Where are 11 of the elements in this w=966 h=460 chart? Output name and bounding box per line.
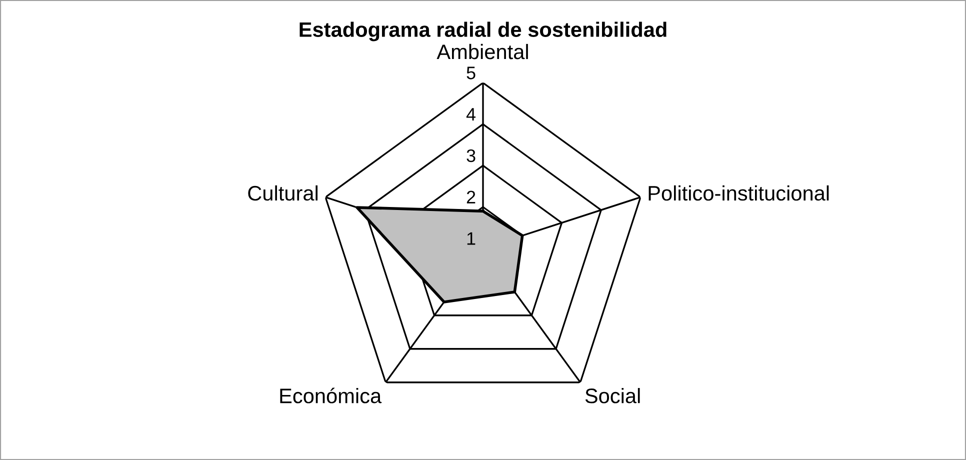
chart-title: Estadograma radial de sostenibilidad [300,22,666,42]
spoke-label: Económica [280,388,382,404]
y-tick-label: 1 [467,232,476,245]
y-tick-label: 5 [466,66,476,80]
y-tick-label: 4 [466,108,476,121]
spoke-label: Cultural [248,185,318,201]
y-tick-label: 3 [466,149,476,162]
spoke-label: Social [585,388,640,404]
spoke-label: Ambiental [436,44,528,60]
y-tick-label: 2 [466,190,476,204]
spoke-label: Politico-institucional [648,185,829,201]
